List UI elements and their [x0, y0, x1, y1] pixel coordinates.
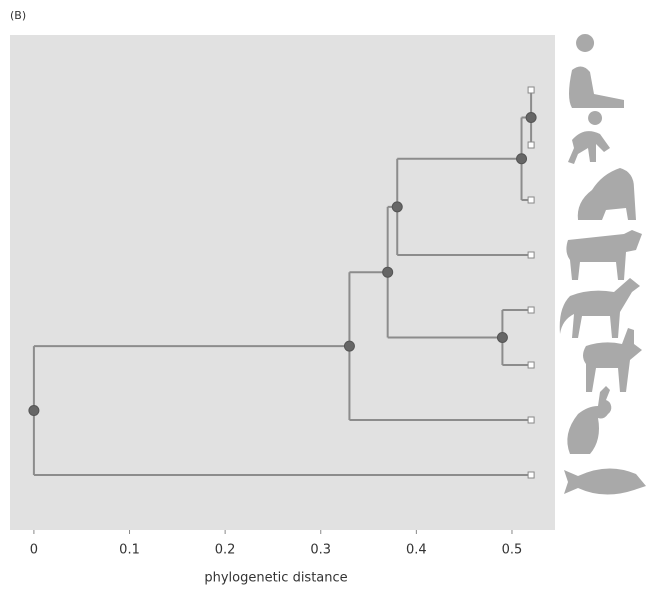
silhouettes: [560, 34, 646, 495]
x-tick-label: 0.2: [215, 543, 236, 558]
x-tick-label: 0.4: [406, 543, 427, 558]
internal-node: [344, 341, 354, 351]
chart: (B) phylogenetic distance 0 0.1 0.2 0.3 0.4 0…: [0, 0, 647, 589]
leaf-node: [528, 307, 534, 313]
plot-background: [10, 35, 555, 530]
leaf-node: [528, 197, 534, 203]
rabbit-icon: [567, 386, 611, 454]
x-axis-label: phylogenetic distance: [204, 571, 347, 586]
leaf-node: [528, 87, 534, 93]
leaf-node: [528, 362, 534, 368]
internal-node: [383, 267, 393, 277]
human-icon: [569, 34, 624, 108]
x-tick-label: 0.3: [310, 543, 331, 558]
cow-icon: [566, 230, 642, 280]
leaf-node: [528, 252, 534, 258]
internal-node: [517, 154, 527, 164]
x-tick-label: 0.5: [502, 543, 523, 558]
x-tick-label: 0: [30, 543, 38, 558]
gorilla-icon: [578, 168, 636, 220]
internal-node: [497, 333, 507, 343]
fish-icon: [564, 468, 646, 494]
leaf-node: [528, 472, 534, 478]
x-tick-label: 0.1: [119, 543, 140, 558]
internal-node: [392, 202, 402, 212]
internal-node: [29, 406, 39, 416]
chimp-icon: [568, 111, 610, 164]
internal-node: [526, 113, 536, 123]
leaf-node: [528, 417, 534, 423]
panel-label: (B): [10, 9, 26, 22]
leaf-node: [528, 142, 534, 148]
